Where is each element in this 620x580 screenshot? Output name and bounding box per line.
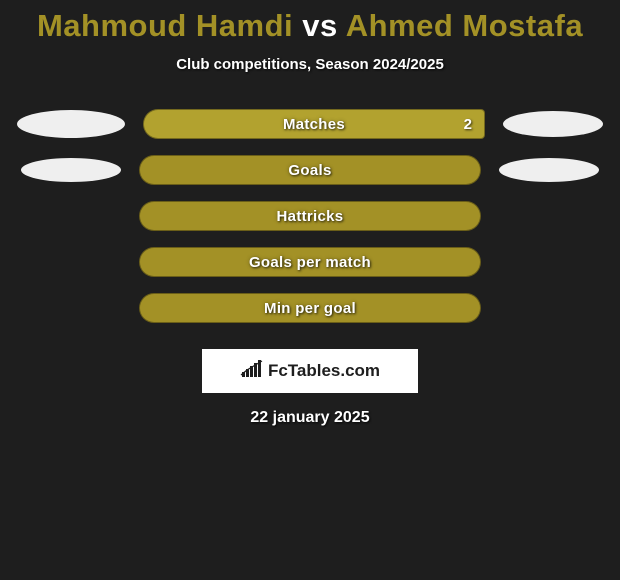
stat-label: Matches — [283, 116, 345, 133]
logo-text: FcTables.com — [268, 361, 380, 381]
stat-label: Goals — [288, 162, 331, 179]
left-bubble — [21, 158, 121, 182]
stat-value-right: 2 — [464, 116, 472, 133]
stat-label: Hattricks — [277, 208, 344, 225]
player2-name: Ahmed Mostafa — [346, 8, 583, 43]
chart-bars-icon — [240, 359, 264, 384]
stats-container: Matches 2 Goals Hattricks Goals per match Min… — [0, 101, 620, 331]
comparison-title: Mahmoud Hamdi vs Ahmed Mostafa — [0, 0, 620, 44]
stat-label: Min per goal — [264, 300, 356, 317]
logo-box: FcTables.com — [202, 349, 418, 393]
stat-pill: Matches 2 — [143, 109, 485, 139]
stat-row: Goals — [0, 147, 620, 193]
left-bubble — [17, 110, 125, 138]
stat-pill: Goals per match — [139, 247, 481, 277]
stat-row: Matches 2 — [0, 101, 620, 147]
stat-row: Hattricks — [0, 193, 620, 239]
date-text: 22 january 2025 — [0, 409, 620, 427]
stat-pill: Min per goal — [139, 293, 481, 323]
stat-pill: Goals — [139, 155, 481, 185]
stat-pill: Hattricks — [139, 201, 481, 231]
subtitle: Club competitions, Season 2024/2025 — [0, 56, 620, 73]
right-bubble — [499, 158, 599, 182]
player1-name: Mahmoud Hamdi — [37, 8, 293, 43]
stat-label: Goals per match — [249, 254, 371, 271]
right-bubble — [503, 111, 603, 137]
stat-row: Goals per match — [0, 239, 620, 285]
stat-row: Min per goal — [0, 285, 620, 331]
vs-text: vs — [302, 8, 337, 43]
